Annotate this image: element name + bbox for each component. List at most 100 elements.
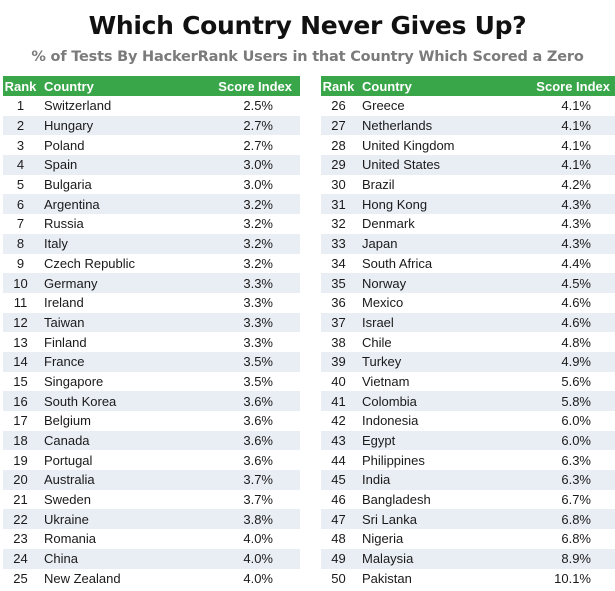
table-row: 17 Belgium 3.6% [3,411,300,431]
rank-cell: 45 [321,470,356,490]
country-cell: Pakistan [362,570,412,586]
table-row: 27 Netherlands 4.1% [321,115,615,136]
rank-cell: 37 [321,312,356,333]
table-row: 18 Canada 3.6% [3,430,300,451]
country-cell: Japan [356,233,512,254]
score-cell: 2.7% [243,137,273,153]
rank-cell: 22 [3,509,38,530]
country-cell: Switzerland [44,98,112,114]
table-row: 34 South Africa 4.4% [321,254,615,274]
rank-cell: 4 [3,155,38,175]
score-cell: 5.6% [561,373,591,389]
country-cell: Italy [38,233,194,254]
score-cell: 3.3% [243,295,273,311]
table-row: 25 New Zealand 4.0% [3,569,300,589]
score-cell: 3.7% [194,470,300,490]
country-cell: Spain [38,155,194,175]
country-cell: Hungary [38,115,194,136]
rank-cell: 1 [16,98,25,114]
score-cell: 4.1% [561,137,591,153]
country-cell: Hong Kong [356,194,512,215]
score-cell: 2.7% [194,115,300,136]
rank-cell: 15 [13,373,28,389]
country-cell: Czech Republic [44,255,136,271]
table-row: 13 Finland 3.3% [3,332,300,352]
score-cell: 3.6% [243,452,273,468]
table-row: 23 Romania 4.0% [3,529,300,549]
score-cell: 3.7% [243,492,273,508]
page-subtitle: % of Tests By HackerRank Users in that C… [31,49,584,65]
score-cell: 6.3% [561,452,591,468]
table-row: 41 Colombia 5.8% [321,391,615,411]
table-row: 48 Nigeria 6.8% [321,529,615,549]
rank-cell: 20 [3,470,38,490]
rank-cell: 33 [321,233,356,254]
score-cell: 3.6% [194,430,300,451]
table-row: 5 Bulgaria 3.0% [3,175,300,195]
table-row: 24 China 4.0% [3,548,300,569]
score-column-header: Score Index [194,76,300,96]
table-body-left: 1 Switzerland 2.5% 2 Hungary 2.7% 3 Poland 2.7% 4… [3,96,300,588]
table-row: 28 United Kingdom 4.1% [321,135,615,155]
score-cell: 4.1% [561,98,591,114]
rank-cell: 9 [16,255,25,271]
score-cell: 4.1% [512,115,615,136]
score-cell: 2.5% [243,98,273,114]
rank-cell: 14 [3,351,38,372]
rank-cell: 49 [321,548,356,569]
rank-cell: 38 [331,334,346,350]
score-cell: 3.2% [194,194,300,215]
table-row: 30 Brazil 4.2% [321,175,615,195]
rank-cell: 39 [321,351,356,372]
rank-cell: 13 [13,334,28,350]
table-row: 36 Mexico 4.6% [321,293,615,313]
table-row: 37 Israel 4.6% [321,312,615,333]
country-column-header: Country [38,76,194,96]
table-row: 33 Japan 4.3% [321,233,615,254]
score-cell: 4.3% [512,233,615,254]
score-cell: 3.2% [194,233,300,254]
ranking-table-left: Rank Country Score Index 1 Switzerland 2.5… [3,76,300,588]
table-header-row: Rank Country Score Index [321,76,615,96]
score-cell: 3.3% [243,334,273,350]
country-cell: China [38,548,194,569]
rank-cell: 32 [331,216,346,232]
rank-cell: 8 [3,233,38,254]
score-cell: 4.6% [561,295,591,311]
table-row: 40 Vietnam 5.6% [321,372,615,392]
score-cell: 3.3% [194,312,300,333]
table-row: 15 Singapore 3.5% [3,372,300,392]
score-cell: 3.0% [243,177,273,193]
score-cell: 6.3% [512,470,615,490]
table-row: 32 Denmark 4.3% [321,214,615,234]
table-row: 50 Pakistan 10.1% [321,569,615,589]
rank-column-header: Rank [3,76,38,96]
country-cell: Norway [356,273,512,293]
score-cell: 6.7% [561,492,591,508]
table-row: 42 Indonesia 6.0% [321,411,615,431]
score-cell: 3.6% [194,391,300,411]
score-cell: 4.0% [194,548,300,569]
table-row: 20 Australia 3.7% [3,470,300,490]
country-cell: Ukraine [38,509,194,530]
score-cell: 4.3% [561,216,591,232]
score-cell: 4.4% [561,255,591,271]
rank-column-header: Rank [321,76,356,96]
score-cell: 3.5% [194,351,300,372]
country-cell: Canada [38,430,194,451]
country-cell: Germany [38,273,194,293]
rank-cell: 10 [3,273,38,293]
table-row: 29 United States 4.1% [321,155,615,175]
rank-cell: 50 [331,570,346,586]
country-column-header: Country [356,76,512,96]
country-cell: Belgium [44,413,91,429]
rank-cell: 47 [321,509,356,530]
rank-cell: 6 [3,194,38,215]
table-row: 16 South Korea 3.6% [3,391,300,411]
score-column-header: Score Index [512,76,615,96]
country-cell: Greece [362,98,405,114]
table-row: 10 Germany 3.3% [3,273,300,293]
table-row: 14 France 3.5% [3,351,300,372]
score-cell: 3.6% [243,413,273,429]
table-row: 38 Chile 4.8% [321,332,615,352]
